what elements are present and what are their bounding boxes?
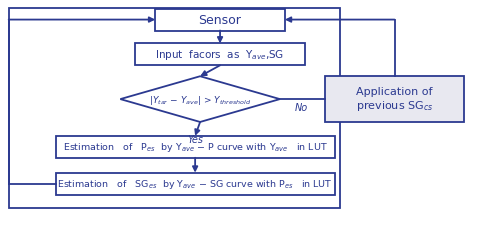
Text: Estimation   of   P$_{es}$  by Y$_{ave}$ − P curve with Y$_{ave}$   in LUT: Estimation of P$_{es}$ by Y$_{ave}$ − P …: [63, 141, 327, 154]
Text: No: No: [295, 103, 308, 112]
Text: |Y$_{tar}$ − Y$_{ave}$| > Y$_{threshold}$: |Y$_{tar}$ − Y$_{ave}$| > Y$_{threshold}…: [149, 93, 251, 106]
Bar: [135, 44, 305, 66]
Bar: [155, 10, 285, 31]
Bar: [325, 77, 464, 122]
Bar: [55, 173, 335, 195]
Text: Yes: Yes: [187, 134, 203, 144]
Text: Application of
previous SG$_{cs}$: Application of previous SG$_{cs}$: [356, 87, 433, 112]
Text: Sensor: Sensor: [199, 14, 241, 27]
Text: Estimation   of   SG$_{es}$  by Y$_{ave}$ − SG curve with P$_{es}$   in LUT: Estimation of SG$_{es}$ by Y$_{ave}$ − S…: [57, 177, 333, 190]
Polygon shape: [120, 77, 280, 122]
Bar: [55, 136, 335, 158]
Text: Input  facors  as  Y$_{ave}$,SG: Input facors as Y$_{ave}$,SG: [155, 48, 285, 62]
Bar: [9, 9, 340, 209]
